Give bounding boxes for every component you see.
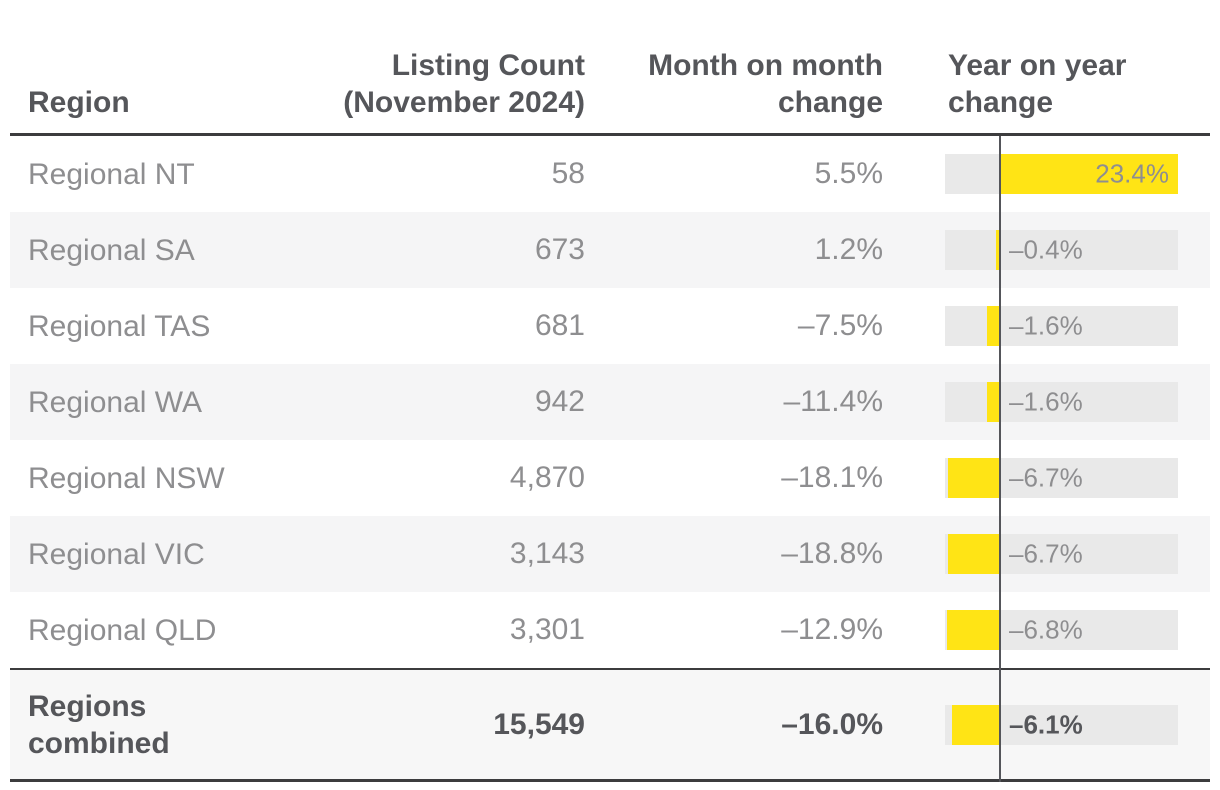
table-body: Regional NT 58 5.5% 23.4% Regional SA 67… bbox=[10, 136, 1210, 782]
col-header-mom-change: Month on month change bbox=[648, 49, 883, 119]
mom-change-cell: –12.9% bbox=[781, 613, 883, 646]
table-row: Regions combined 15,549 –16.0% –6.1% bbox=[10, 668, 1210, 782]
yoy-bar-chart: 23.4% bbox=[945, 136, 1178, 212]
yoy-value-label: –1.6% bbox=[1009, 310, 1083, 341]
table-row: Regional VIC 3,143 –18.8% –6.7% bbox=[10, 516, 1210, 592]
yoy-bar bbox=[947, 610, 999, 650]
listing-count-cell: 673 bbox=[534, 233, 585, 266]
yoy-value-label: –6.1% bbox=[1009, 709, 1083, 739]
yoy-bar-track bbox=[945, 382, 1178, 422]
table-row: Regional TAS 681 –7.5% –1.6% bbox=[10, 288, 1210, 364]
yoy-bar-chart: –6.7% bbox=[945, 440, 1178, 516]
listing-count-cell: 681 bbox=[534, 309, 585, 342]
table-row: Regional NSW 4,870 –18.1% –6.7% bbox=[10, 440, 1210, 516]
yoy-value-label: –6.7% bbox=[1009, 462, 1083, 493]
mom-change-cell: –16.0% bbox=[781, 707, 883, 741]
listing-count-cell: 58 bbox=[551, 157, 585, 190]
yoy-value-label: 23.4% bbox=[1095, 158, 1169, 189]
col-header-region: Region bbox=[28, 86, 130, 119]
table-header-row: Region Listing Count (November 2024) Mon… bbox=[10, 0, 1210, 136]
yoy-bar bbox=[987, 306, 999, 346]
table-row: Regional WA 942 –11.4% –1.6% bbox=[10, 364, 1210, 440]
yoy-bar-track bbox=[945, 230, 1178, 270]
regional-listings-table: Region Listing Count (November 2024) Mon… bbox=[10, 0, 1210, 782]
listing-count-cell: 3,143 bbox=[509, 537, 585, 570]
region-cell: Regional NSW bbox=[28, 461, 225, 495]
mom-change-cell: –7.5% bbox=[797, 309, 883, 342]
yoy-value-label: –0.4% bbox=[1009, 234, 1083, 265]
yoy-zero-axis-line bbox=[999, 136, 1001, 782]
region-cell: Regional VIC bbox=[28, 537, 205, 571]
yoy-value-label: –6.7% bbox=[1009, 538, 1083, 569]
col-header-listing-count: Listing Count (November 2024) bbox=[343, 49, 585, 119]
mom-change-cell: –18.8% bbox=[781, 537, 883, 570]
yoy-bar-chart: –1.6% bbox=[945, 288, 1178, 364]
listing-count-cell: 942 bbox=[534, 385, 585, 418]
yoy-value-label: –6.8% bbox=[1009, 614, 1083, 645]
yoy-bar-track bbox=[945, 306, 1178, 346]
mom-change-cell: –11.4% bbox=[783, 385, 883, 418]
mom-change-cell: –18.1% bbox=[781, 461, 883, 494]
mom-change-cell: 5.5% bbox=[814, 157, 883, 190]
table-row: Regional NT 58 5.5% 23.4% bbox=[10, 136, 1210, 212]
yoy-bar bbox=[948, 458, 999, 498]
region-cell: Regional NT bbox=[28, 157, 195, 191]
region-cell: Regional TAS bbox=[28, 309, 211, 343]
listing-count-cell: 4,870 bbox=[509, 461, 585, 494]
yoy-bar-chart: –1.6% bbox=[945, 364, 1178, 440]
region-cell: Regional SA bbox=[28, 233, 195, 267]
yoy-bar bbox=[999, 154, 1178, 194]
yoy-bar-chart: –6.7% bbox=[945, 516, 1178, 592]
yoy-bar-chart: –6.1% bbox=[945, 670, 1178, 779]
yoy-bar-chart: –6.8% bbox=[945, 592, 1178, 668]
yoy-bar bbox=[948, 534, 999, 574]
yoy-bar bbox=[952, 704, 999, 745]
listing-count-cell: 3,301 bbox=[509, 613, 585, 646]
region-cell: Regions combined bbox=[28, 689, 170, 760]
listing-count-cell: 15,549 bbox=[493, 707, 585, 741]
yoy-bar bbox=[996, 230, 999, 270]
region-cell: Regional WA bbox=[28, 385, 202, 419]
yoy-value-label: –1.6% bbox=[1009, 386, 1083, 417]
col-header-yoy-change: Year on year change bbox=[948, 49, 1127, 119]
mom-change-cell: 1.2% bbox=[814, 233, 883, 266]
yoy-bar bbox=[987, 382, 999, 422]
region-cell: Regional QLD bbox=[28, 613, 217, 647]
yoy-bar-chart: –0.4% bbox=[945, 212, 1178, 288]
table-row: Regional SA 673 1.2% –0.4% bbox=[10, 212, 1210, 288]
table-row: Regional QLD 3,301 –12.9% –6.8% bbox=[10, 592, 1210, 668]
